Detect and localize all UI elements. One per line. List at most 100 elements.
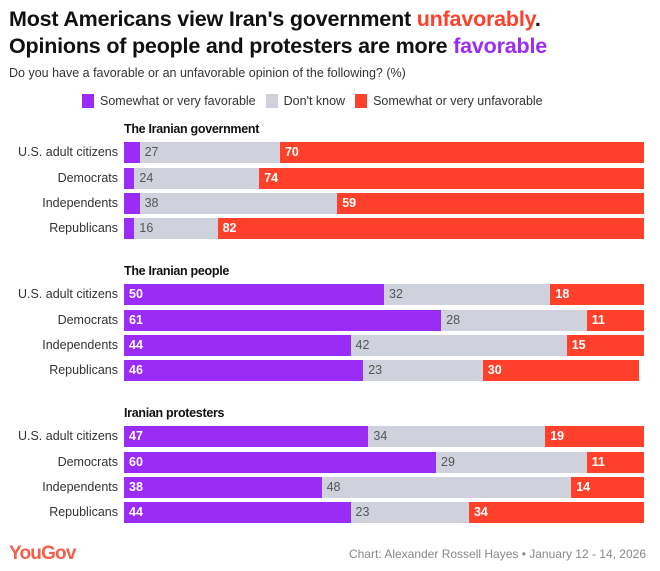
bar-segment-favorable <box>124 218 135 239</box>
stacked-bar: 38 59 <box>124 193 644 214</box>
data-label: 32 <box>389 287 403 301</box>
bar-segment-dont-know: 16 <box>134 218 218 239</box>
data-label: 82 <box>222 221 237 235</box>
bar-segment-unfavorable: 59 <box>337 193 644 214</box>
stacked-bar: 24 74 <box>124 168 644 189</box>
row-label: Republicans <box>49 505 118 519</box>
legend-item-favorable: Somewhat or very favorable <box>82 94 256 108</box>
bar-segment-dont-know: 28 <box>441 310 587 331</box>
title-text: Opinions of people and protesters are mo… <box>9 34 454 58</box>
data-label: 24 <box>139 171 154 185</box>
legend-swatch <box>355 94 368 108</box>
bar-segment-favorable <box>124 142 140 163</box>
data-label: 15 <box>571 338 586 352</box>
group-title: The Iranian people <box>124 264 230 278</box>
legend-label: Somewhat or very favorable <box>100 94 256 108</box>
stacked-bar: 46 23 30 <box>124 360 644 381</box>
row-label: U.S. adult citizens <box>17 429 118 443</box>
data-label: 61 <box>129 313 143 327</box>
bar-segment-favorable: 38 <box>124 477 322 498</box>
data-label: 60 <box>129 455 143 469</box>
row-label: Republicans <box>49 221 118 235</box>
stacked-bar: 38 48 14 <box>124 477 644 498</box>
bar-segment-favorable: 61 <box>124 310 442 331</box>
bar-segment-unfavorable: 70 <box>279 142 644 163</box>
bar-segment-favorable <box>124 168 135 189</box>
bar-segment-favorable: 60 <box>124 452 436 473</box>
yougov-logo: YouGov <box>9 543 76 564</box>
data-label: 29 <box>441 455 455 469</box>
bar-segment-dont-know: 48 <box>321 477 572 498</box>
row-label: Democrats <box>57 171 118 185</box>
data-label: 34 <box>473 505 488 519</box>
bar-segment-favorable <box>124 193 140 214</box>
title-text: . <box>534 7 541 31</box>
data-label: 50 <box>129 287 143 301</box>
data-label: 38 <box>129 480 143 494</box>
row-label: Independents <box>42 196 118 210</box>
data-label: 28 <box>446 313 461 327</box>
legend-label: Somewhat or very unfavorable <box>373 94 543 108</box>
bar-segment-unfavorable: 74 <box>259 168 644 189</box>
stacked-bar: 50 32 18 <box>124 284 644 305</box>
data-label: 44 <box>129 338 143 352</box>
row-label: U.S. adult citizens <box>17 287 118 301</box>
data-label: 18 <box>555 287 570 301</box>
legend-swatch <box>265 94 278 108</box>
legend-item-unfavorable: Somewhat or very unfavorable <box>355 94 543 108</box>
stacked-bar: 47 34 19 <box>124 426 644 447</box>
bar-segment-unfavorable: 19 <box>545 426 644 447</box>
data-label: 16 <box>139 221 154 235</box>
chart-title: Most Americans view Iran's government un… <box>9 6 547 60</box>
stacked-bar: 60 29 11 <box>124 452 644 473</box>
data-label: 27 <box>144 145 159 159</box>
bar-segment-unfavorable: 15 <box>566 335 644 356</box>
bar-segment-unfavorable: 34 <box>468 502 644 523</box>
data-label: 48 <box>326 480 341 494</box>
bar-segment-favorable: 46 <box>124 360 364 381</box>
title-text: Most Americans view Iran's government <box>9 7 417 31</box>
data-label: 11 <box>591 455 606 469</box>
title-highlight-unfavorably: unfavorably <box>416 7 535 31</box>
data-label: 59 <box>342 196 357 210</box>
data-label: 70 <box>284 145 299 159</box>
bar-segment-unfavorable: 11 <box>586 452 644 473</box>
group-title: The Iranian government <box>124 122 260 136</box>
bar-segment-dont-know: 32 <box>384 284 551 305</box>
data-label: 47 <box>129 429 143 443</box>
row-label: Independents <box>42 480 118 494</box>
bar-segment-dont-know: 42 <box>350 335 567 356</box>
legend: Somewhat or very favorable Don't know So… <box>82 94 553 108</box>
bar-segment-favorable: 44 <box>124 502 351 523</box>
bar-segment-dont-know: 24 <box>134 168 260 189</box>
bar-segment-favorable: 50 <box>124 284 384 305</box>
bar-segment-unfavorable: 30 <box>482 360 639 381</box>
bar-segment-unfavorable: 82 <box>217 218 644 239</box>
title-highlight-favorable: favorable <box>453 34 547 58</box>
row-label: Independents <box>42 338 118 352</box>
data-label: 38 <box>144 196 159 210</box>
data-label: 46 <box>129 363 143 377</box>
legend-label: Don't know <box>283 94 346 108</box>
data-label: 30 <box>487 363 502 377</box>
data-label: 74 <box>264 171 279 185</box>
row-label: Democrats <box>57 313 118 327</box>
data-label: 34 <box>373 429 388 443</box>
row-label: Democrats <box>57 455 118 469</box>
data-label: 42 <box>355 338 370 352</box>
legend-swatch <box>82 94 94 108</box>
bar-segment-dont-know: 23 <box>350 502 469 523</box>
data-label: 23 <box>355 505 370 519</box>
group-title: Iranian protesters <box>124 406 225 420</box>
bar-segment-unfavorable: 18 <box>550 284 644 305</box>
stacked-bar: 44 42 15 <box>124 335 644 356</box>
chart-subtitle: Do you have a favorable or an unfavorabl… <box>9 66 406 80</box>
data-label: 19 <box>550 429 565 443</box>
bar-segment-unfavorable: 14 <box>571 477 644 498</box>
bar-segment-dont-know: 29 <box>436 452 587 473</box>
row-label: U.S. adult citizens <box>17 145 118 159</box>
bar-segment-dont-know: 38 <box>139 193 338 214</box>
data-label: 23 <box>368 363 383 377</box>
stacked-bar: 61 28 11 <box>124 310 644 331</box>
bar-segment-dont-know: 23 <box>363 360 483 381</box>
